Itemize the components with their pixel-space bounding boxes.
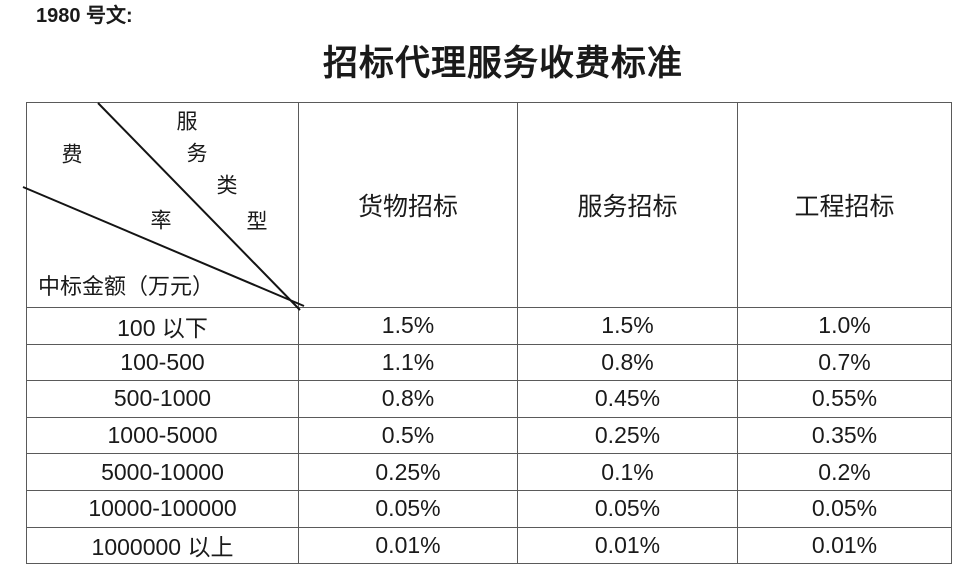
corner-rate-char-2: 率 <box>150 208 172 233</box>
page-title: 招标代理服务收费标准 <box>322 44 684 83</box>
diagonal-divider-lines <box>22 102 305 311</box>
row-label-amount-range: 1000-5000 <box>26 416 299 455</box>
column-header-goods-bidding: 货物招标 <box>298 102 518 308</box>
rate-cell-goods: 0.05% <box>298 489 518 528</box>
table-row: 100-500 1.1% 0.8% 0.7% <box>26 343 952 382</box>
rate-cell-works: 1.0% <box>737 307 952 345</box>
rate-cell-goods: 0.01% <box>298 526 518 565</box>
row-label-amount-range: 5000-10000 <box>26 453 299 491</box>
table-row: 1000-5000 0.5% 0.25% 0.35% <box>26 416 952 455</box>
fee-table: 服 务 类 型 费 率 中标金额（万元） 货物招标 服务招标 工程招标 100 … <box>22 102 952 565</box>
rate-cell-service: 0.25% <box>517 416 738 455</box>
doc-number-label: 1980 号文: <box>36 5 133 27</box>
corner-header-cell: 服 务 类 型 费 率 中标金额（万元） <box>22 102 305 311</box>
rate-cell-service: 0.01% <box>517 526 738 565</box>
rate-cell-service: 0.45% <box>517 380 738 418</box>
corner-service-type-char-2: 务 <box>186 141 208 166</box>
rate-cell-service: 0.1% <box>517 453 738 491</box>
rate-cell-goods: 0.8% <box>298 380 518 418</box>
rate-cell-works: 0.2% <box>737 453 952 491</box>
corner-service-type-char-4: 型 <box>246 209 268 234</box>
corner-service-type-char-1: 服 <box>176 109 198 134</box>
rate-cell-works: 0.35% <box>737 416 952 455</box>
table-row: 100 以下 1.5% 1.5% 1.0% <box>26 307 952 345</box>
rate-cell-service: 1.5% <box>517 307 738 345</box>
row-label-amount-range: 100 以下 <box>26 307 299 345</box>
header-row: 服 务 类 型 费 率 中标金额（万元） 货物招标 服务招标 工程招标 <box>22 102 952 311</box>
corner-service-type-char-3: 类 <box>216 173 238 198</box>
rate-cell-service: 0.05% <box>517 489 738 528</box>
rate-cell-works: 0.7% <box>737 343 952 382</box>
table-row: 500-1000 0.8% 0.45% 0.55% <box>26 380 952 418</box>
corner-rate-char-1: 费 <box>61 142 83 167</box>
rate-cell-works: 0.05% <box>737 489 952 528</box>
row-label-amount-range: 1000000 以上 <box>26 526 299 565</box>
rate-cell-works: 0.01% <box>737 526 952 565</box>
column-header-service-bidding: 服务招标 <box>517 102 738 308</box>
rate-cell-goods: 1.5% <box>298 307 518 345</box>
table-row: 5000-10000 0.25% 0.1% 0.2% <box>26 453 952 491</box>
table-row: 10000-100000 0.05% 0.05% 0.05% <box>26 489 952 528</box>
column-header-works-bidding: 工程招标 <box>737 102 952 308</box>
row-label-amount-range: 10000-100000 <box>26 489 299 528</box>
rate-cell-goods: 0.5% <box>298 416 518 455</box>
rate-cell-goods: 1.1% <box>298 343 518 382</box>
rate-cell-goods: 0.25% <box>298 453 518 491</box>
table-row: 1000000 以上 0.01% 0.01% 0.01% <box>26 526 952 565</box>
row-label-amount-range: 500-1000 <box>26 380 299 418</box>
corner-amount-label: 中标金额（万元） <box>38 274 215 299</box>
rate-cell-works: 0.55% <box>737 380 952 418</box>
row-label-amount-range: 100-500 <box>26 343 299 382</box>
rate-cell-service: 0.8% <box>517 343 738 382</box>
